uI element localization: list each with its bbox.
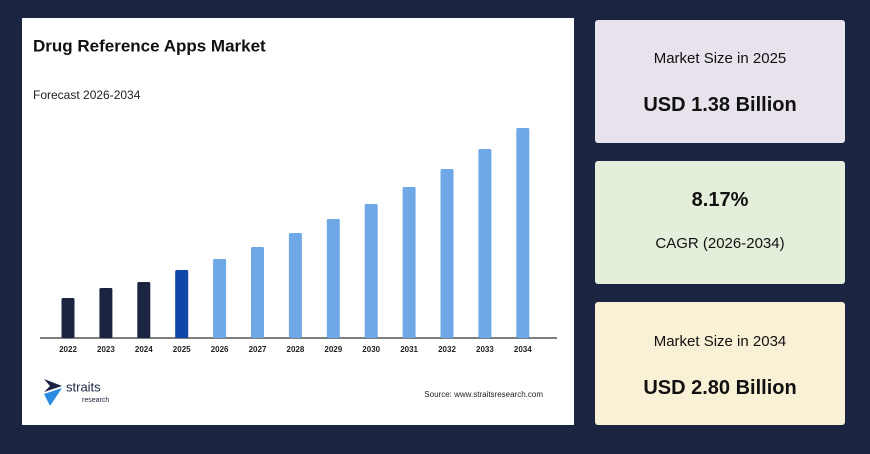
logo-name: straits xyxy=(66,379,101,394)
logo: straits research xyxy=(44,379,109,406)
x-tick-label: 2024 xyxy=(135,345,153,354)
bar xyxy=(213,259,227,338)
x-tick-label: 2033 xyxy=(476,345,494,354)
bar xyxy=(364,204,378,338)
bar xyxy=(478,149,492,338)
card-label: CAGR (2026-2034) xyxy=(655,235,785,252)
chart-subtitle: Forecast 2026-2034 xyxy=(33,88,141,102)
bar xyxy=(99,288,113,338)
source: Source: www.straitsresearch.com xyxy=(424,390,543,399)
bar xyxy=(137,282,151,338)
x-tick-label: 2022 xyxy=(59,345,77,354)
x-tick-label: 2025 xyxy=(173,345,191,354)
bar xyxy=(61,298,75,338)
bar xyxy=(402,187,416,338)
bar xyxy=(440,169,454,338)
card-label: Market Size in 2025 xyxy=(653,50,787,67)
x-tick-label: 2027 xyxy=(249,345,267,354)
card: Market Size in 2025 USD 1.38 Billion xyxy=(595,20,845,143)
x-tick-label: 2026 xyxy=(211,345,229,354)
logo-icon xyxy=(44,379,62,392)
bar xyxy=(516,128,530,338)
card-label: Market Size in 2034 xyxy=(653,333,787,350)
x-tick-label: 2032 xyxy=(438,345,456,354)
card-value: USD 2.80 Billion xyxy=(643,377,797,399)
bar xyxy=(175,270,189,338)
x-tick-label: 2034 xyxy=(514,345,532,354)
card: Market Size in 2034 USD 2.80 Billion xyxy=(595,302,845,425)
chart-panel: Drug Reference Apps Market Forecast 2026… xyxy=(22,18,574,425)
bar xyxy=(251,247,264,338)
card-value: 8.17% xyxy=(691,189,749,211)
logo-icon xyxy=(44,388,62,406)
logo-tagline: research xyxy=(82,397,109,404)
bar xyxy=(288,233,302,338)
x-tick-label: 2031 xyxy=(400,345,418,354)
x-tick-label: 2029 xyxy=(324,345,342,354)
x-tick-label: 2023 xyxy=(97,345,115,354)
x-tick-label: 2028 xyxy=(287,345,305,354)
bar xyxy=(326,219,340,338)
card: 8.17% CAGR (2026-2034) xyxy=(595,161,845,284)
chart-title: Drug Reference Apps Market xyxy=(33,36,266,55)
x-tick-label: 2030 xyxy=(362,345,380,354)
card-value: USD 1.38 Billion xyxy=(643,94,797,116)
